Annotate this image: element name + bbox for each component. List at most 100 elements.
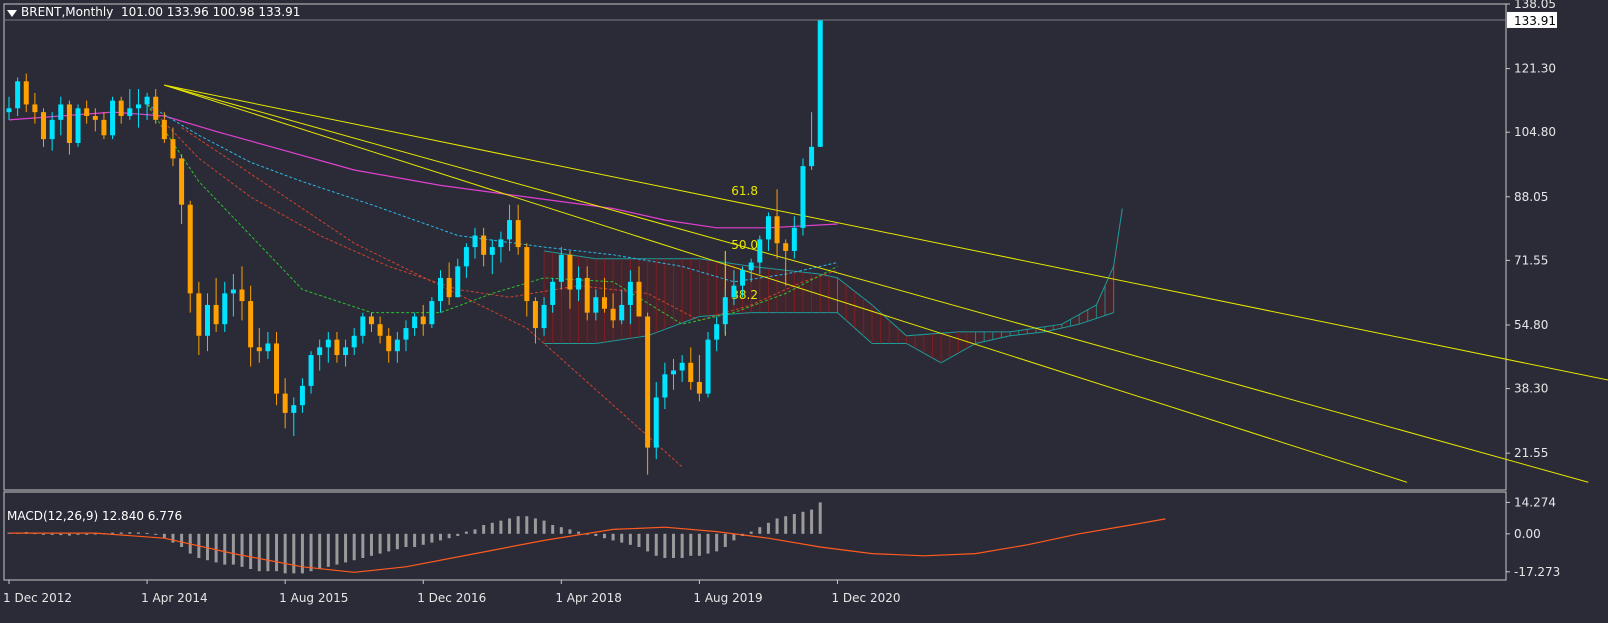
candle-body <box>817 19 823 147</box>
macd-histogram-bar <box>162 533 166 539</box>
candle-body <box>696 382 702 394</box>
candle-body <box>308 355 314 386</box>
candle-body <box>360 316 366 336</box>
price-panel-frame <box>3 3 1507 491</box>
macd-header: MACD(12,26,9) 12.840 6.776 <box>7 509 182 523</box>
candle-body <box>757 239 763 263</box>
candle-body <box>705 339 711 394</box>
macd-histogram-bar <box>611 533 615 541</box>
x-tick-label: 1 Dec 2012 <box>3 591 72 605</box>
ma-red-dashed <box>146 104 838 321</box>
macd-histogram-bar <box>292 533 296 574</box>
macd-histogram-bar <box>749 531 753 534</box>
macd-histogram-bar <box>352 533 356 561</box>
macd-histogram-bar <box>145 532 149 534</box>
macd-histogram-bar <box>205 533 209 561</box>
macd-histogram-bar <box>456 533 460 536</box>
candle-body <box>179 158 185 205</box>
candle-body <box>619 304 625 321</box>
macd-histogram-bar <box>715 533 719 552</box>
macd-histogram-bar <box>430 533 434 543</box>
macd-histogram-bar <box>628 533 632 545</box>
last-price-label: 133.91 <box>1514 14 1556 28</box>
candle-body <box>714 324 720 340</box>
candle-body <box>394 339 400 352</box>
macd-histogram-bar <box>758 527 762 534</box>
candle-body <box>593 297 599 313</box>
macd-histogram-bar <box>585 533 589 535</box>
candle-body <box>438 277 443 302</box>
last-price-box <box>1507 11 1557 28</box>
candle-body <box>550 281 556 305</box>
macd-histogram-bar <box>318 533 322 569</box>
macd-histogram-bar <box>792 514 796 534</box>
macd-histogram-bar <box>93 533 97 535</box>
macd-histogram-bar <box>810 509 814 534</box>
candle-body <box>610 308 616 321</box>
macd-histogram-bar <box>223 533 227 565</box>
fib-level-label: 61.8 <box>731 184 758 198</box>
candle-body <box>567 254 573 290</box>
candle-body <box>66 104 72 143</box>
candle-body <box>84 108 90 117</box>
symbol-label: BRENT,Monthly <box>21 5 114 19</box>
macd-histogram-bar <box>464 531 468 534</box>
candle-body <box>748 262 754 271</box>
macd-panel-frame <box>3 491 1507 581</box>
macd-histogram-bar <box>663 533 667 558</box>
macd-y-tick-label: 0.00 <box>1514 527 1541 541</box>
macd-histogram-bar <box>180 533 184 547</box>
candle-body <box>420 316 426 325</box>
macd-histogram-bar <box>404 533 408 547</box>
candle-body <box>783 243 789 251</box>
y-tick-label: 38.30 <box>1514 382 1548 396</box>
cloud-fill <box>544 208 1123 363</box>
candle-body <box>653 397 659 448</box>
macd-y-tick-label: -17.273 <box>1514 565 1560 579</box>
macd-histogram-bar <box>257 533 261 572</box>
candle-body <box>645 316 651 448</box>
candle-body <box>58 104 64 120</box>
candle-body <box>92 116 98 120</box>
candle-body <box>455 266 461 298</box>
candle-body <box>429 301 435 325</box>
macd-histogram-bar <box>344 533 348 563</box>
candle-body <box>800 166 806 228</box>
macd-histogram-bar <box>637 533 641 547</box>
fib-level-label: 50.0 <box>731 238 758 252</box>
macd-histogram-bar <box>275 533 279 572</box>
candle-body <box>222 293 228 325</box>
macd-histogram-bar <box>42 533 46 535</box>
candle-body <box>23 81 29 105</box>
candle-body <box>403 328 409 340</box>
macd-label: MACD(12,26,9) <box>7 509 99 523</box>
x-tick-label: 1 Dec 2016 <box>417 591 486 605</box>
macd-histogram-bar <box>680 533 684 558</box>
macd-histogram-bar <box>240 533 244 567</box>
candle-body <box>412 316 418 329</box>
candle-body <box>722 297 728 325</box>
macd-histogram-bar <box>490 522 494 534</box>
y-tick-label: 88.05 <box>1514 190 1548 204</box>
macd-histogram-bar <box>482 525 486 534</box>
macd-histogram-bar <box>326 533 330 567</box>
macd-histogram-bar <box>387 533 391 552</box>
x-tick-label: 1 Apr 2018 <box>555 591 622 605</box>
macd-histogram-bar <box>85 533 89 535</box>
fib-fan-line <box>164 84 1589 483</box>
macd-histogram-bar <box>447 533 451 539</box>
macd-histogram-bar <box>689 533 693 556</box>
y-tick-label: 121.30 <box>1514 62 1556 76</box>
macd-histogram-bar <box>369 533 373 556</box>
candle-body <box>343 347 349 356</box>
y-tick-label: 104.80 <box>1514 125 1556 139</box>
macd-histogram-bar <box>559 527 563 534</box>
collapse-triangle-icon[interactable] <box>7 10 17 17</box>
candle-body <box>41 112 47 140</box>
candle-body <box>541 304 547 329</box>
macd-histogram-bar <box>111 532 115 534</box>
candle-body <box>558 254 564 282</box>
macd-histogram-bar <box>439 533 442 541</box>
x-tick-label: 1 Aug 2015 <box>279 591 348 605</box>
